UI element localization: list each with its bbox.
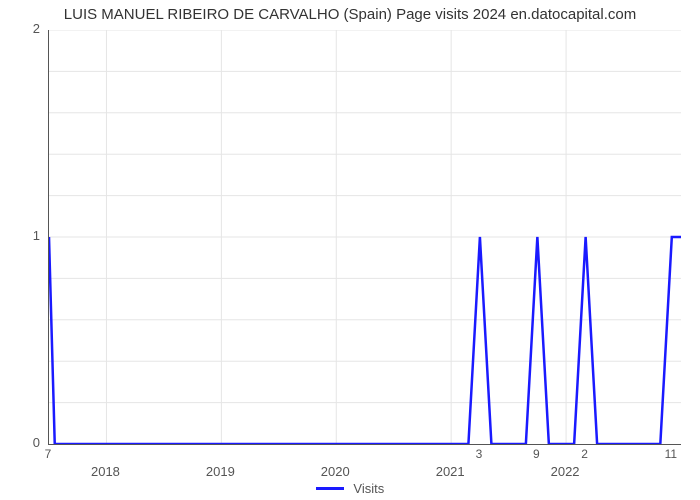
legend-label: Visits <box>353 481 384 496</box>
plot-area <box>48 30 681 445</box>
y-tick-label: 1 <box>20 228 40 243</box>
x-tick-label-year: 2022 <box>551 464 580 479</box>
x-tick-label-minor: 2 <box>581 447 588 461</box>
y-tick-label: 0 <box>20 435 40 450</box>
x-tick-label-minor: 3 <box>476 447 483 461</box>
x-tick-label-minor: 7 <box>45 447 52 461</box>
x-tick-label-minor: 11 <box>665 447 677 461</box>
x-tick-label-year: 2019 <box>206 464 235 479</box>
chart-title: LUIS MANUEL RIBEIRO DE CARVALHO (Spain) … <box>0 6 700 23</box>
x-tick-label-year: 2018 <box>91 464 120 479</box>
x-tick-label-year: 2020 <box>321 464 350 479</box>
legend-swatch <box>316 487 344 490</box>
chart-svg <box>49 30 681 444</box>
x-tick-label-minor: 9 <box>533 447 540 461</box>
x-tick-label-year: 2021 <box>436 464 465 479</box>
y-tick-label: 2 <box>20 21 40 36</box>
legend: Visits <box>0 480 700 496</box>
chart-container: LUIS MANUEL RIBEIRO DE CARVALHO (Spain) … <box>0 0 700 500</box>
